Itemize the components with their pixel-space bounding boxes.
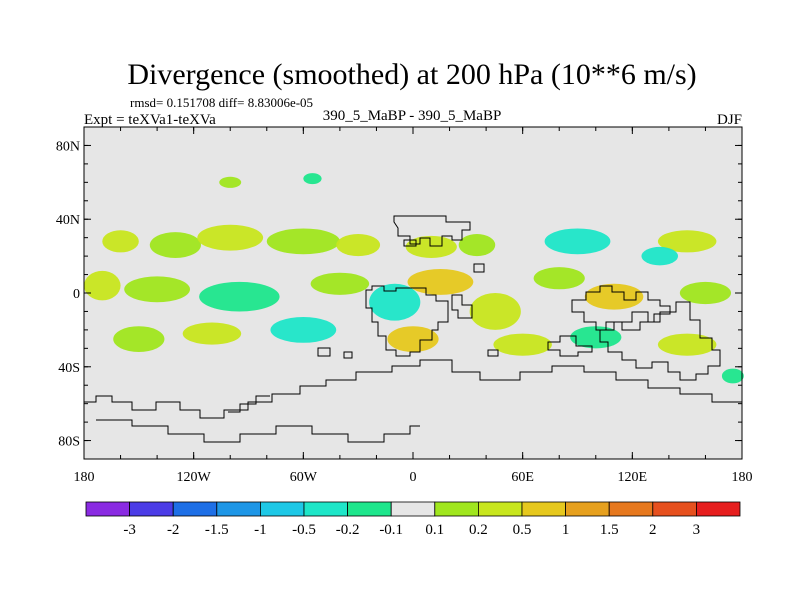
field-blob-6 xyxy=(458,233,496,257)
colorbar-box-7 xyxy=(390,501,436,517)
x-tick-label-6: 180 xyxy=(732,470,753,485)
field-blob-27 xyxy=(721,368,744,384)
colorbar-label-11: 1.5 xyxy=(600,522,619,538)
colorbar-label-0: -3 xyxy=(123,522,136,538)
field-blob-15 xyxy=(407,269,474,295)
field-blob-19 xyxy=(679,281,732,305)
map-panel xyxy=(83,126,744,460)
field-blob-20 xyxy=(113,326,165,353)
field-blob-13 xyxy=(310,272,370,295)
colorbar-box-14 xyxy=(696,501,741,517)
field-blob-2 xyxy=(197,224,264,251)
y-tick-label-3: 40S xyxy=(58,361,80,376)
colorbar-label-9: 0.5 xyxy=(513,522,532,538)
colorbar-label-5: -0.2 xyxy=(336,522,360,538)
field-blob-11 xyxy=(124,276,191,303)
colorbar-label-3: -1 xyxy=(254,522,267,538)
colorbar-label-6: -0.1 xyxy=(379,522,403,538)
season-label: DJF xyxy=(717,112,742,128)
y-tick-label-0: 80N xyxy=(56,139,80,154)
field-blob-25 xyxy=(570,326,622,349)
divergence-field xyxy=(84,173,744,384)
longitude-axis: 180 120W 60W 0 60E 120E 180 xyxy=(74,127,753,485)
colorbar-label-1: -2 xyxy=(167,522,180,538)
colorbar-box-10 xyxy=(521,501,566,517)
coastline-eurasia-south xyxy=(393,215,471,247)
field-blob-26 xyxy=(657,333,717,356)
field-blob-3 xyxy=(266,228,340,255)
field-blob-14 xyxy=(369,283,421,321)
chart-title: Divergence (smoothed) at 200 hPa (10**6 … xyxy=(127,58,696,91)
colorbar-box-2 xyxy=(172,501,218,517)
latitude-axis: 80N 40N 0 40S 80S xyxy=(56,126,742,460)
field-blob-9 xyxy=(641,246,679,266)
colorbar-label-4: -0.5 xyxy=(292,522,316,538)
coastline-ice-shelf xyxy=(96,419,420,443)
x-tick-label-4: 60E xyxy=(511,470,534,485)
colorbar-label-12: 2 xyxy=(649,522,657,538)
x-tick-label-5: 120E xyxy=(618,470,648,485)
colorbar-box-4 xyxy=(259,501,305,517)
field-blob-18 xyxy=(584,283,644,310)
colorbar-box-1 xyxy=(129,501,174,517)
coastline-arabia xyxy=(451,294,473,319)
coastline-southeast-asia xyxy=(571,285,671,331)
field-blob-29 xyxy=(303,173,322,185)
colorbar-box-0 xyxy=(85,501,130,517)
field-blob-4 xyxy=(336,233,381,257)
coastline-antarctic-peninsula xyxy=(228,395,270,413)
colorbar: -3 -2 -1.5 -1 -0.5 -0.2 -0.1 0.1 0.2 0.5 1 1.5 2 3 xyxy=(85,501,741,538)
field-blob-24 xyxy=(493,333,552,356)
colorbar-box-11 xyxy=(565,501,610,517)
coastline-africa xyxy=(365,285,449,357)
colorbar-label-13: 3 xyxy=(693,522,701,538)
field-blob-10 xyxy=(84,270,121,301)
field-blob-28 xyxy=(219,176,242,188)
colorbar-label-10: 1 xyxy=(562,522,570,538)
field-blob-0 xyxy=(102,230,139,253)
colorbar-box-9 xyxy=(477,501,523,517)
coastline-indonesia xyxy=(547,335,593,357)
colorbar-label-2: -1.5 xyxy=(205,522,229,538)
coastline-islands xyxy=(317,239,499,359)
coastlines xyxy=(84,215,742,443)
stats-label: rmsd= 0.151708 diff= 8.83006e-05 xyxy=(130,95,313,110)
x-tick-label-1: 120W xyxy=(177,470,212,485)
field-blob-17 xyxy=(533,267,585,290)
y-tick-label-2: 0 xyxy=(73,287,80,302)
coastline-antarctica xyxy=(84,359,742,419)
colorbar-box-13 xyxy=(652,501,697,517)
experiment-label: Expt = teXVa1-teXVa xyxy=(84,112,216,128)
colorbar-label-7: 0.1 xyxy=(425,522,444,538)
x-tick-label-2: 60W xyxy=(290,470,318,485)
x-tick-label-3: 0 xyxy=(410,470,417,485)
field-blob-1 xyxy=(149,232,201,258)
colorbar-box-6 xyxy=(347,501,392,517)
y-tick-label-1: 40N xyxy=(56,213,80,228)
colorbar-box-3 xyxy=(216,501,261,517)
field-blob-12 xyxy=(199,281,280,312)
colorbar-box-12 xyxy=(608,501,654,517)
field-blob-22 xyxy=(270,316,337,343)
field-blob-5 xyxy=(405,235,457,258)
field-blob-23 xyxy=(387,326,439,353)
case-label: 390_5_MaBP - 390_5_MaBP xyxy=(323,108,502,124)
field-blob-21 xyxy=(182,322,242,345)
colorbar-label-8: 0.2 xyxy=(469,522,488,538)
colorbar-box-8 xyxy=(434,501,479,517)
field-blob-16 xyxy=(469,293,521,330)
field-blob-8 xyxy=(657,230,717,253)
y-tick-label-4: 80S xyxy=(58,435,80,450)
x-tick-label-0: 180 xyxy=(74,470,95,485)
field-blob-7 xyxy=(544,228,611,255)
colorbar-box-5 xyxy=(303,501,348,517)
coastline-australia xyxy=(599,301,721,381)
